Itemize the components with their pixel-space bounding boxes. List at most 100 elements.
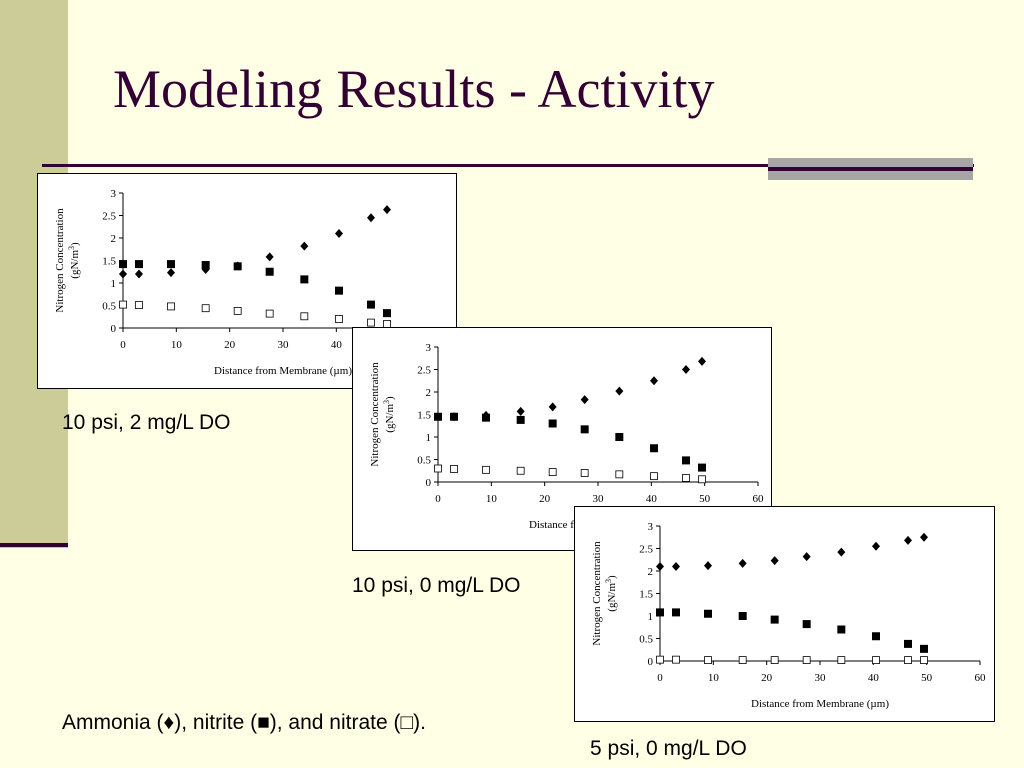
chart-3-y-tick-label: 0.5 bbox=[639, 634, 653, 646]
chart-3-nitrite-point bbox=[704, 609, 712, 618]
title-divider bbox=[42, 164, 974, 167]
chart-1-y-tick-label: 2 bbox=[111, 233, 117, 245]
chart-3-x-tick-label: 10 bbox=[708, 672, 720, 684]
chart-3-y-axis-label-line2: (gN/m3) bbox=[604, 575, 618, 612]
chart-2-nitrite-point bbox=[580, 425, 589, 434]
chart-1-nitrate-point bbox=[335, 315, 343, 323]
chart-1-ammonia-point bbox=[335, 229, 343, 238]
chart-2-y-tick-label: 0 bbox=[426, 477, 432, 489]
chart-3-y-tick-label: 3 bbox=[648, 521, 654, 533]
chart-1-y-tick-label: 0 bbox=[111, 323, 117, 335]
chart-3-nitrite-point bbox=[738, 612, 747, 620]
chart-2-nitrite-point bbox=[682, 456, 690, 465]
chart-1-x-tick-label: 10 bbox=[171, 339, 183, 351]
sidebar-divider bbox=[0, 543, 68, 547]
chart-1-nitrate-point bbox=[135, 301, 143, 309]
chart-2-nitrate-point bbox=[698, 475, 706, 484]
chart-3-nitrite-point bbox=[904, 639, 912, 648]
chart-2-nitrite-point bbox=[698, 463, 706, 472]
accent-stripe bbox=[768, 167, 973, 171]
chart-1-nitrite-point bbox=[233, 262, 242, 271]
chart-2-y-tick-label: 1 bbox=[426, 432, 432, 444]
chart-2-ammonia-point bbox=[698, 356, 706, 366]
chart-3-ammonia-point bbox=[656, 562, 664, 571]
chart-3-nitrite-point bbox=[802, 620, 811, 629]
chart-3-x-tick-label: 30 bbox=[815, 672, 827, 684]
chart-1-y-tick-label: 1 bbox=[111, 278, 117, 290]
chart-3-nitrite-point bbox=[656, 608, 664, 617]
chart-1-ammonia-point bbox=[300, 241, 309, 251]
chart-2-nitrite-point bbox=[434, 412, 442, 421]
chart-2-y-tick-label: 2.5 bbox=[417, 365, 431, 377]
chart-1-nitrate-point bbox=[367, 318, 375, 327]
chart-1-nitrite-point bbox=[367, 300, 375, 309]
chart-3-nitrite-point bbox=[672, 608, 680, 617]
chart-2-x-tick-label: 30 bbox=[593, 493, 605, 505]
chart-1-ammonia-point bbox=[135, 269, 143, 279]
chart-2-nitrate-point bbox=[580, 469, 589, 477]
chart-1-y-axis-label-line2: (gN/m3) bbox=[67, 242, 81, 279]
chart-3-x-tick-label: 50 bbox=[921, 672, 933, 684]
chart-1-nitrite-point bbox=[135, 260, 143, 269]
chart-3-x-tick-label: 40 bbox=[868, 672, 880, 684]
chart-1-ammonia-point bbox=[383, 205, 391, 215]
chart-1-ammonia-point bbox=[265, 252, 274, 262]
chart-3-x-tick-label: 60 bbox=[975, 672, 987, 684]
chart-1-nitrite-point bbox=[167, 260, 175, 269]
chart-3-x-tick-label: 0 bbox=[657, 672, 663, 684]
chart-2-y-axis-label-line1: Nitrogen Concentration bbox=[369, 362, 381, 467]
chart-2-nitrate-point bbox=[650, 472, 658, 481]
chart-3-y-axis-label-line1: Nitrogen Concentration bbox=[591, 541, 603, 646]
chart-2-nitrite-point bbox=[650, 444, 658, 453]
chart-2-y-tick-label: 0.5 bbox=[417, 455, 431, 467]
chart-2-nitrate-point bbox=[682, 474, 690, 482]
chart-3-nitrate-point bbox=[656, 655, 664, 664]
chart-2-nitrite-point bbox=[548, 419, 557, 428]
chart-2-nitrate-point bbox=[482, 465, 490, 474]
chart-3-nitrate-point bbox=[872, 656, 880, 665]
chart-2-nitrite-point bbox=[615, 433, 624, 441]
chart-1-nitrate-point bbox=[265, 309, 274, 318]
chart-3-nitrite-point bbox=[770, 615, 779, 624]
chart-2-ammonia-point bbox=[548, 402, 557, 412]
chart-3-y-tick-label: 2 bbox=[648, 566, 654, 578]
chart-2-y-tick-label: 2 bbox=[426, 387, 432, 399]
chart-3-y-tick-label: 2.5 bbox=[639, 544, 653, 556]
chart-2-nitrate-point bbox=[548, 468, 557, 477]
chart-3-y-tick-label: 1 bbox=[648, 611, 654, 623]
chart-3-nitrate-point bbox=[837, 656, 846, 665]
chart-3-nitrate-point bbox=[904, 656, 912, 665]
chart-1-x-tick-label: 40 bbox=[331, 339, 343, 351]
chart-3-ammonia-point bbox=[738, 558, 747, 568]
chart-1-nitrate-point bbox=[300, 312, 309, 321]
chart-3-nitrate-point bbox=[738, 656, 747, 665]
chart-3-nitrate-point bbox=[802, 656, 811, 665]
chart-2-nitrate-point bbox=[615, 470, 624, 479]
chart-1-nitrate-point bbox=[167, 302, 175, 311]
chart-3-y-tick-label: 1.5 bbox=[639, 589, 653, 601]
caption-chart-2: 10 psi, 0 mg/L DO bbox=[352, 574, 521, 597]
chart-3-ammonia-point bbox=[920, 532, 928, 542]
chart-3-y-axis-label: Nitrogen Concentration (gN/m3) bbox=[591, 541, 618, 646]
chart-1-y-tick-label: 0.5 bbox=[102, 301, 116, 313]
chart-2-x-tick-label: 10 bbox=[486, 493, 498, 505]
chart-3-ammonia-point bbox=[802, 552, 811, 562]
chart-2-ammonia-point bbox=[516, 406, 525, 416]
chart-2-x-tick-label: 20 bbox=[539, 493, 551, 505]
chart-3-ammonia-point bbox=[704, 561, 712, 571]
chart-2-nitrite-point bbox=[482, 413, 490, 422]
chart-3-ammonia-point bbox=[672, 562, 680, 571]
chart-3-ammonia-point bbox=[770, 556, 779, 566]
caption-chart-3: 5 psi, 0 mg/L DO bbox=[590, 737, 747, 760]
chart-3-ammonia-point bbox=[904, 535, 912, 545]
chart-2-x-tick-label: 50 bbox=[699, 493, 711, 505]
chart-2-x-tick-label: 60 bbox=[753, 493, 765, 505]
chart-1-nitrite-point bbox=[265, 267, 274, 276]
chart-2-ammonia-point bbox=[580, 395, 589, 405]
chart-3-ammonia-point bbox=[872, 541, 880, 551]
chart-3-x-tick-label: 20 bbox=[761, 672, 773, 684]
chart-1-x-tick-label: 0 bbox=[120, 339, 126, 351]
chart-3-nitrite-point bbox=[920, 644, 928, 653]
chart-2-x-tick-label: 40 bbox=[646, 493, 658, 505]
